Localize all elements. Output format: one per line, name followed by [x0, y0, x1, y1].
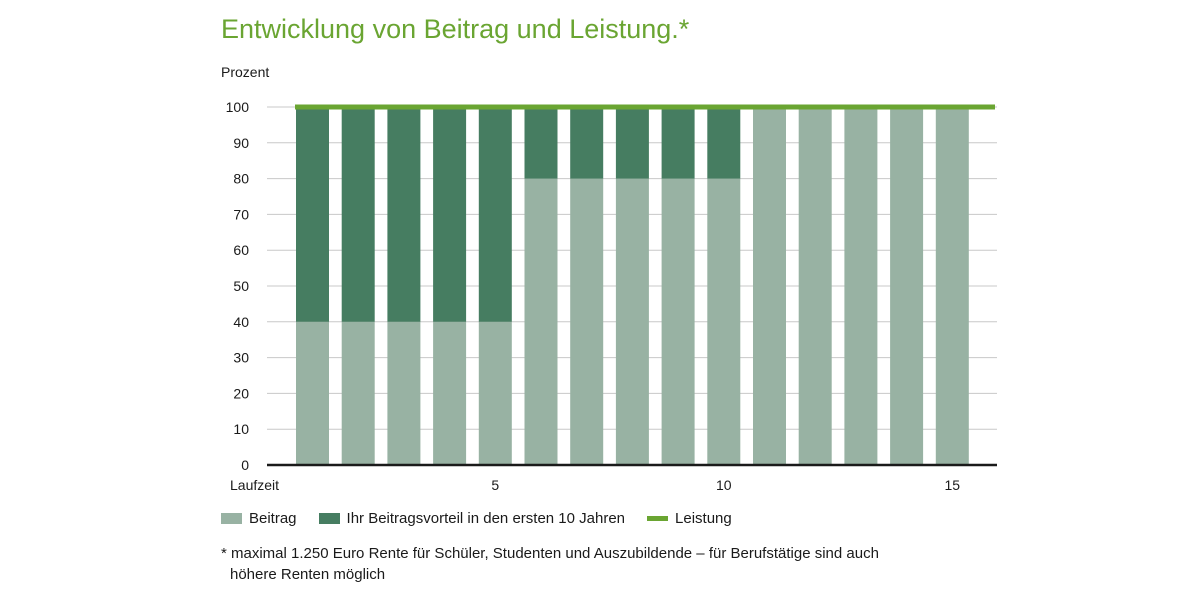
legend-swatch-leistung — [647, 516, 669, 521]
x-tick-label: 10 — [716, 477, 732, 493]
bar-beitrag — [798, 107, 832, 465]
y-tick-label: 10 — [233, 421, 249, 437]
y-axis-label: Prozent — [221, 64, 269, 80]
footnote: * maximal 1.250 Euro Rente für Schüler, … — [221, 543, 921, 585]
bar-beitrag — [890, 107, 924, 465]
legend-item-beitragsvorteil: Ihr Beitragsvorteil in den ersten 10 Jah… — [318, 510, 626, 527]
bar-beitragsvorteil — [296, 107, 329, 322]
y-tick-labels: 0 10 20 30 40 50 60 70 80 90 100 — [226, 99, 250, 473]
bar-beitrag — [296, 321, 329, 465]
bar-beitrag — [935, 107, 969, 465]
bar-beitragsvorteil — [341, 107, 375, 322]
bar-beitrag — [753, 107, 786, 465]
bar-beitragsvorteil — [615, 107, 649, 179]
legend-swatch-beitrag — [221, 513, 242, 524]
y-tick-label: 30 — [233, 350, 249, 366]
stacked-bar-chart: Prozent Laufzeit 0102030405060708090100 … — [221, 64, 997, 493]
y-tick-label: 20 — [233, 385, 249, 401]
x-tick-label: 15 — [945, 477, 961, 493]
legend: Beitrag Ihr Beitragsvorteil in den erste… — [221, 510, 754, 527]
bar-beitrag — [524, 178, 558, 465]
y-tick-label: 60 — [233, 242, 249, 258]
bar-beitrag — [844, 107, 878, 465]
bar-beitrag — [707, 178, 741, 465]
legend-label-leistung: Leistung — [675, 510, 732, 527]
bar-beitrag — [615, 178, 649, 465]
legend-item-beitrag: Beitrag — [221, 510, 297, 527]
y-tick-label: 0 — [241, 457, 249, 473]
legend-swatch-beitragsvorteil — [318, 513, 340, 524]
y-tick-label: 90 — [233, 135, 249, 151]
footnote-line-2: höhere Renten möglich — [230, 566, 386, 583]
x-axis-label: Laufzeit — [230, 477, 279, 493]
bar-beitragsvorteil — [707, 107, 741, 179]
bar-beitrag — [433, 321, 467, 465]
bar-beitrag — [387, 321, 421, 465]
y-tick-label: 100 — [226, 99, 250, 115]
x-tick-label: 5 — [491, 477, 499, 493]
bar-beitragsvorteil — [478, 107, 512, 322]
bar-beitrag — [570, 178, 604, 465]
y-tick-label: 80 — [233, 171, 249, 187]
bar-beitrag — [661, 178, 695, 465]
legend-label-beitrag: Beitrag — [249, 510, 297, 527]
legend-item-leistung: Leistung — [647, 510, 732, 527]
bar-beitragsvorteil — [433, 107, 467, 322]
y-tick-label: 70 — [233, 206, 249, 222]
bars — [296, 107, 969, 465]
bar-beitrag — [478, 321, 512, 465]
bar-beitragsvorteil — [570, 107, 604, 179]
y-tick-label: 40 — [233, 314, 249, 330]
bar-beitragsvorteil — [387, 107, 421, 322]
legend-label-beitragsvorteil: Ihr Beitragsvorteil in den ersten 10 Jah… — [346, 510, 626, 527]
chart-title: Entwicklung von Beitrag und Leistung.* — [221, 14, 690, 44]
footnote-line-1: * maximal 1.250 Euro Rente für Schüler, … — [221, 545, 879, 562]
x-tick-labels: 5 10 15 — [491, 477, 960, 493]
y-tick-label: 50 — [233, 278, 249, 294]
bar-beitrag — [341, 321, 375, 465]
bar-beitragsvorteil — [661, 107, 695, 179]
bar-beitragsvorteil — [524, 107, 558, 179]
